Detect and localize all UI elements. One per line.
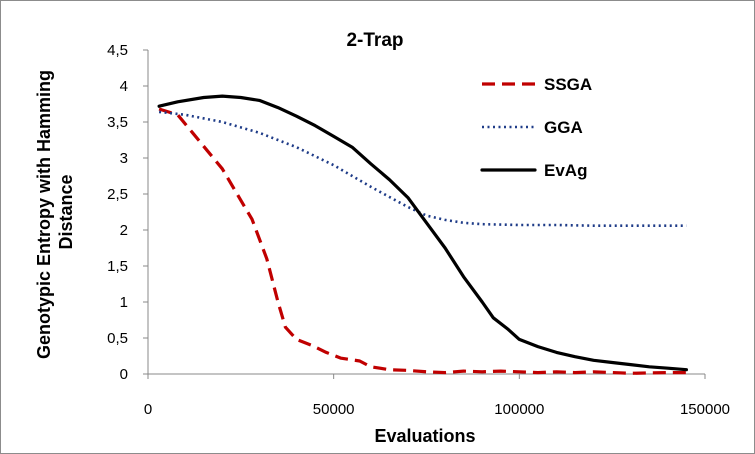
y-ticks: 0 0,5 1 1,5 2 2,5 3 3,5 4 4,5 [107, 42, 148, 383]
y-tick-label: 1 [120, 294, 128, 311]
y-axis-label-line-1: Genotypic Entropy with Hamming [34, 70, 54, 359]
x-tick-label: 150000 [680, 401, 730, 418]
series-line-ssga [158, 107, 687, 375]
y-axis-label-line-2: Distance [56, 174, 76, 249]
y-axis-label: Genotypic Entropy with Hamming Distance [34, 65, 76, 359]
x-tick-label: 0 [144, 401, 152, 418]
y-tick-label: 2,5 [107, 186, 128, 203]
y-tick-label: 2 [120, 222, 128, 239]
legend-label-evag: EvAg [544, 161, 587, 180]
y-tick-label: 1,5 [107, 258, 128, 275]
y-tick-label: 0 [120, 366, 128, 383]
x-tick-label: 100000 [494, 401, 544, 418]
axes [147, 50, 705, 375]
x-tick-label: 50000 [313, 401, 355, 418]
series-line-gga [158, 110, 687, 227]
x-ticks: 0 50000 100000 150000 [144, 374, 730, 418]
legend: SSGA GGA EvAg [480, 75, 592, 180]
chart-title: 2-Trap [346, 30, 403, 51]
series-line-evag [157, 94, 688, 372]
y-tick-label: 3 [120, 150, 128, 167]
y-tick-label: 4,5 [107, 42, 128, 59]
y-tick-label: 3,5 [107, 114, 128, 131]
legend-label-ssga: SSGA [544, 75, 592, 94]
series-lines [157, 94, 688, 375]
x-axis-label: Evaluations [374, 426, 475, 446]
legend-label-gga: GGA [544, 118, 583, 137]
y-tick-label: 0,5 [107, 330, 128, 347]
y-tick-label: 4 [120, 78, 128, 95]
